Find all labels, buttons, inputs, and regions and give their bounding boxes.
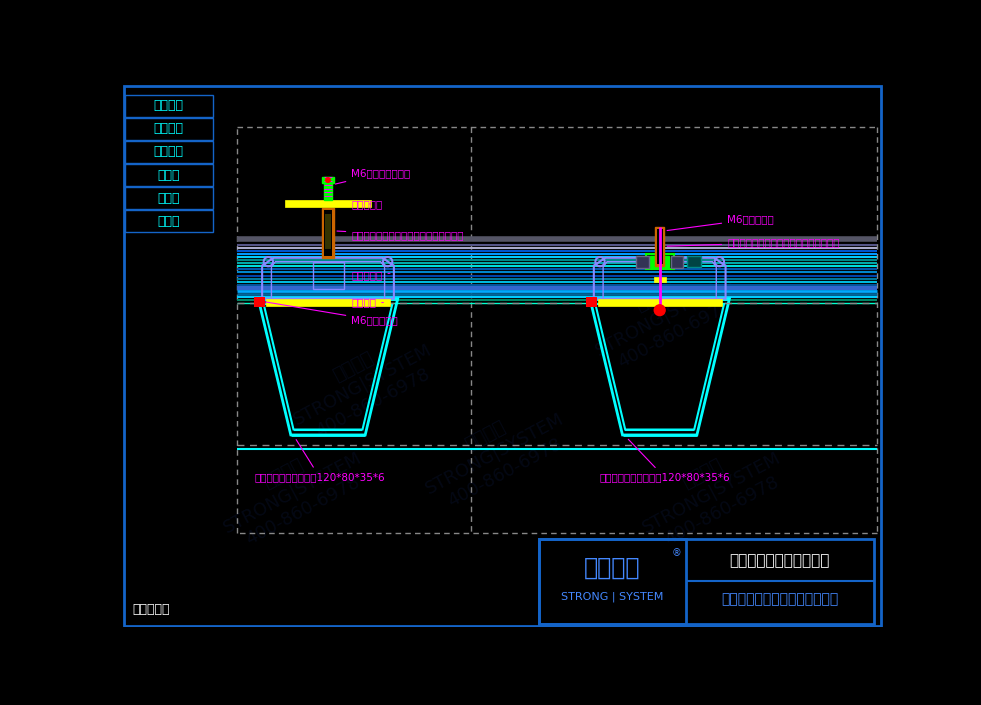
Text: M6不锈锄盘头螺栓: M6不锈锄盘头螺栓 [336,168,410,184]
Text: 橡胶坠皮: 橡胶坠皮 [351,298,384,307]
Bar [325,214,332,249]
Bar [637,255,648,268]
Text: 西创系统
STRONG|SYSTEM
400-860-6978: 西创系统 STRONG|SYSTEM 400-860-6978 [281,322,445,448]
Bar [687,257,700,267]
Text: 梯形精制锆系统：采光顶: 梯形精制锆系统：采光顶 [730,553,830,568]
Text: 西创系统：公母螺栓（专利，连续栓接）: 西创系统：公母螺栓（专利，连续栓接） [667,238,840,247]
Circle shape [326,178,331,183]
Bar [322,177,335,183]
Text: 西创系统
STRONG|SYSTEM
400-860-6978: 西创系统 STRONG|SYSTEM 400-860-6978 [583,253,748,378]
Bar [322,208,335,258]
Text: 大跨度: 大跨度 [158,168,180,182]
Text: 更细细: 更细细 [158,215,180,228]
Bar [125,118,213,140]
Bar [539,539,686,624]
Text: 安全防火: 安全防火 [154,99,183,112]
Text: 西创系统：梯形精制锆120*80*35*6: 西创系统：梯形精制锆120*80*35*6 [254,440,385,482]
Bar [671,255,683,268]
Bar [586,297,596,307]
Bar [125,141,213,163]
Text: 西创金属科技（江苏）有限公司: 西创金属科技（江苏）有限公司 [721,592,839,606]
Text: 超级防腕: 超级防腕 [154,145,183,159]
Bar [597,299,722,305]
Text: 铝合金压码: 铝合金压码 [351,199,383,209]
Text: 专利产品！: 专利产品！ [131,603,170,616]
Bar [285,200,371,207]
Text: 环保节能: 环保节能 [154,123,183,135]
Text: M6不锈锄锣母: M6不锈锄锣母 [263,302,398,325]
Text: 西创系统
STRONG|SYSTEM
400-860-6978: 西创系统 STRONG|SYSTEM 400-860-6978 [413,392,577,517]
Bar [645,254,674,269]
Text: 大通透: 大通透 [158,192,180,204]
Circle shape [654,305,665,316]
Bar [313,262,343,288]
Text: 西创系统
STRONG|SYSTEM
400-860-6978: 西创系统 STRONG|SYSTEM 400-860-6978 [211,430,375,556]
Bar [655,227,664,266]
Bar [266,299,390,305]
Bar [324,177,333,200]
Bar [650,257,669,267]
Text: 西创系统: 西创系统 [584,556,641,580]
Text: ®: ® [672,548,682,558]
Bar [125,164,213,186]
Bar [125,187,213,209]
Text: 西创系统：梯形精制锆120*80*35*6: 西创系统：梯形精制锆120*80*35*6 [599,439,730,482]
Bar [254,297,265,307]
Text: 开模铝型材: 开模铝型材 [351,270,390,280]
Bar [653,277,666,282]
Bar [324,210,332,255]
Bar [656,228,663,264]
Bar [125,94,213,117]
Text: 西创系统：公母螺栓（专利，连续栓接）: 西创系统：公母螺栓（专利，连续栓接） [336,230,464,240]
Text: M6不锈锄锣母: M6不锈锄锣母 [667,214,774,231]
Text: STRONG | SYSTEM: STRONG | SYSTEM [561,591,663,602]
Bar [125,210,213,233]
Bar [539,539,874,624]
Text: 西创系统
STRONG|SYSTEM
400-860-6978: 西创系统 STRONG|SYSTEM 400-860-6978 [630,430,794,556]
